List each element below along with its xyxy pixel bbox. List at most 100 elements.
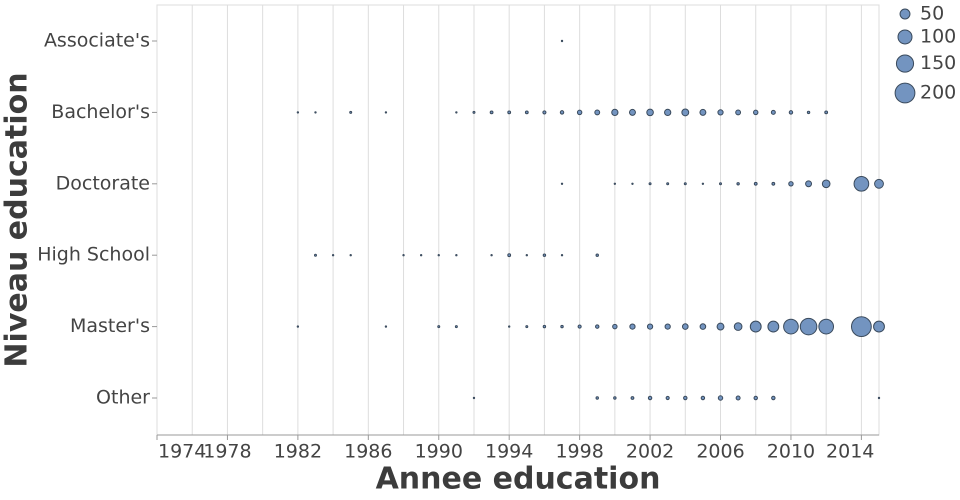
bubble bbox=[525, 254, 529, 257]
bubble bbox=[613, 396, 617, 400]
bubble bbox=[701, 182, 705, 186]
bubble bbox=[699, 323, 707, 330]
legend-symbol bbox=[897, 29, 913, 45]
bubble bbox=[646, 108, 654, 117]
bubble bbox=[753, 395, 758, 401]
bubble bbox=[767, 320, 780, 333]
bubble bbox=[507, 110, 512, 115]
bubble bbox=[824, 110, 829, 115]
bubble bbox=[805, 180, 813, 188]
bubble bbox=[560, 182, 564, 186]
bubble bbox=[313, 253, 317, 257]
bubble bbox=[806, 110, 811, 115]
legend-symbol bbox=[894, 82, 916, 104]
x-tick-label: 2006 bbox=[696, 441, 744, 463]
bubble bbox=[542, 110, 547, 115]
bubble bbox=[771, 395, 776, 401]
bubble bbox=[437, 325, 441, 329]
x-tick-label: 1974 bbox=[158, 441, 206, 463]
plot-frame bbox=[156, 4, 880, 436]
legend-label: 150 bbox=[920, 52, 956, 74]
x-axis-title: Annee education bbox=[376, 462, 661, 497]
x-tick-label: 1998 bbox=[555, 441, 603, 463]
bubble bbox=[613, 182, 617, 186]
x-tick-label: 1990 bbox=[415, 441, 463, 463]
y-tick-label: Bachelor's bbox=[51, 101, 150, 123]
bubble bbox=[594, 109, 601, 116]
bubble bbox=[646, 323, 654, 330]
bubble bbox=[877, 396, 881, 400]
bubble bbox=[648, 182, 652, 186]
bubble bbox=[490, 254, 493, 257]
bubble bbox=[821, 179, 831, 189]
bubble bbox=[647, 395, 653, 401]
bubble bbox=[595, 253, 599, 257]
bubble bbox=[665, 395, 670, 401]
bubble bbox=[455, 111, 458, 114]
bubble bbox=[716, 322, 725, 331]
bubble bbox=[664, 108, 672, 117]
bubble bbox=[788, 110, 794, 115]
bubble bbox=[818, 318, 835, 335]
bubble bbox=[753, 181, 758, 186]
y-tick-label: High School bbox=[37, 244, 150, 266]
x-tick-label: 1994 bbox=[485, 441, 533, 463]
bubble bbox=[489, 110, 494, 115]
y-tick-label: Doctorate bbox=[56, 172, 150, 194]
legend-symbol bbox=[899, 8, 911, 20]
bubble bbox=[576, 109, 583, 116]
legend-label: 100 bbox=[920, 25, 956, 47]
bubble bbox=[629, 323, 636, 330]
bubble bbox=[314, 111, 317, 114]
bubble bbox=[472, 396, 476, 400]
bubble bbox=[733, 322, 743, 331]
bubble bbox=[736, 182, 740, 186]
bubble bbox=[749, 320, 762, 333]
bubble bbox=[735, 109, 742, 116]
bubble bbox=[384, 111, 388, 114]
bubble bbox=[873, 320, 885, 333]
bubble bbox=[402, 254, 405, 257]
x-tick-label: 2014 bbox=[826, 441, 874, 463]
bubble bbox=[595, 324, 600, 329]
bubble bbox=[349, 254, 352, 257]
bubble bbox=[719, 182, 723, 186]
bubble bbox=[631, 182, 634, 186]
legend-label: 200 bbox=[920, 81, 956, 103]
bubble bbox=[419, 254, 423, 257]
y-axis-title: Niveau education bbox=[0, 72, 35, 367]
bubble bbox=[700, 395, 706, 401]
bubble bbox=[542, 324, 547, 329]
x-tick-label: 2002 bbox=[626, 441, 674, 463]
bubble bbox=[771, 181, 776, 186]
bubble bbox=[542, 253, 547, 257]
bubble bbox=[595, 396, 599, 400]
bubble bbox=[331, 254, 335, 257]
bubble bbox=[472, 110, 476, 114]
bubble bbox=[560, 324, 564, 329]
bubble bbox=[681, 323, 689, 330]
bubble bbox=[683, 182, 687, 186]
bubble bbox=[788, 181, 794, 187]
bubble bbox=[560, 39, 564, 43]
bubble bbox=[559, 110, 565, 115]
bubble bbox=[296, 325, 300, 328]
bubble bbox=[560, 254, 564, 257]
bubble bbox=[349, 110, 353, 114]
legend-label: 50 bbox=[920, 3, 944, 25]
x-tick-label: 1978 bbox=[203, 441, 251, 463]
bubble bbox=[699, 108, 707, 116]
bubble bbox=[753, 109, 759, 116]
bubble bbox=[455, 254, 458, 257]
bubble bbox=[770, 109, 776, 115]
x-tick-label: 2010 bbox=[767, 441, 815, 463]
bubble bbox=[437, 254, 440, 257]
bubble bbox=[577, 324, 582, 329]
bubble bbox=[717, 109, 724, 116]
bubble bbox=[853, 175, 870, 192]
bubble bbox=[524, 110, 529, 115]
bubble bbox=[507, 325, 511, 328]
y-tick-label: Associate's bbox=[44, 30, 150, 52]
